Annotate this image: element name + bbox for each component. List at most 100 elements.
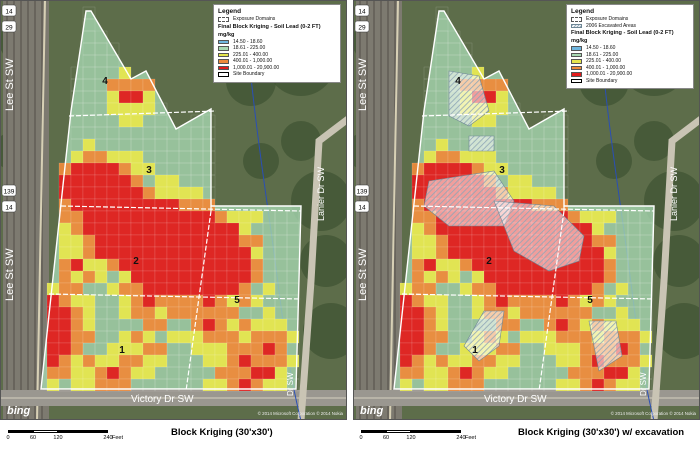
grid-cell [131, 103, 143, 115]
tree-canopy [303, 303, 346, 359]
grid-cell [568, 211, 580, 223]
grid-cell [520, 283, 532, 295]
road-label-dr: Dr SW [639, 372, 648, 396]
grid-cell [131, 187, 143, 199]
grid-line [274, 270, 288, 284]
grid-cell [424, 355, 436, 367]
grid-cell [119, 307, 131, 319]
grid-cell [400, 319, 412, 331]
legend-class-swatch [218, 46, 229, 51]
grid-cell [143, 331, 155, 343]
legend-class-label: 400.01 - 1,000.00 [233, 58, 273, 64]
grid-line [142, 138, 156, 152]
domain-label: 1 [472, 345, 478, 356]
grid-cell [203, 343, 215, 355]
grid-cell [580, 307, 592, 319]
grid-cell [532, 307, 544, 319]
grid-cell [131, 211, 143, 223]
grid-line [70, 90, 84, 104]
grid-cell [59, 331, 71, 343]
grid-cell [203, 295, 215, 307]
grid-cell [556, 379, 568, 391]
grid-cell [131, 199, 143, 211]
legend-units: mg/kg [218, 31, 235, 38]
grid-cell [556, 307, 568, 319]
grid-cell [71, 223, 83, 235]
excavated-swatch [571, 23, 582, 28]
grid-cell [119, 115, 131, 127]
grid-cell [580, 283, 592, 295]
scale-segment [361, 430, 386, 433]
grid-cell [520, 295, 532, 307]
grid-cell [95, 235, 107, 247]
grid-cell [191, 247, 203, 259]
grid-line [142, 378, 156, 392]
grid-line [286, 354, 300, 368]
grid-line [286, 246, 300, 260]
tree-canopy [634, 121, 674, 161]
grid-cell [508, 259, 520, 271]
grid-cell [251, 247, 263, 259]
scale-tick-label: 120 [406, 435, 416, 441]
grid-line [507, 114, 521, 128]
legend-class-label: 1,000.01 - 20,900.00 [233, 64, 280, 71]
grid-cell [155, 199, 167, 211]
grid-cell [412, 259, 424, 271]
grid-cell [71, 199, 83, 211]
legend-class-label: 225.01 - 400.00 [233, 51, 269, 58]
grid-line [435, 66, 449, 80]
grid-line [531, 378, 545, 392]
grid-cell [47, 283, 59, 295]
grid-cell [131, 79, 143, 91]
grid-cell [484, 259, 496, 271]
grid-cell [616, 283, 628, 295]
grid-cell [131, 367, 143, 379]
grid-cell [59, 199, 71, 211]
grid-line [471, 378, 485, 392]
grid-cell [227, 259, 239, 271]
grid-cell [143, 367, 155, 379]
grid-line [274, 282, 288, 296]
grid-cell [436, 271, 448, 283]
grid-cell [448, 355, 460, 367]
grid-cell [71, 175, 83, 187]
grid-line [615, 282, 629, 296]
grid-cell [568, 295, 580, 307]
grid-line [531, 126, 545, 140]
grid-cell [131, 247, 143, 259]
legend: Legend Exposure Domains 2006 Excavated A… [566, 4, 694, 89]
grid-cell [472, 247, 484, 259]
grid-cell [71, 331, 83, 343]
scale-segment [8, 430, 33, 433]
grid-cell [251, 235, 263, 247]
grid-cell [544, 331, 556, 343]
grid-line [435, 114, 449, 128]
grid-line [507, 354, 521, 368]
grid-cell [143, 259, 155, 271]
grid-cell [400, 343, 412, 355]
grid-cell [203, 331, 215, 343]
grid-line [262, 234, 276, 248]
grid-cell [412, 307, 424, 319]
map-panel-right: 1 2 3 4 5 Lee St SW Lee St SW Victory Dr SW Lani… [353, 0, 700, 449]
grid-cell [412, 295, 424, 307]
grid-cell [251, 271, 263, 283]
grid-line [627, 246, 641, 260]
grid-line [142, 366, 156, 380]
grid-line [615, 222, 629, 236]
grid-cell [556, 295, 568, 307]
excavated-area [448, 70, 490, 127]
grid-cell [227, 295, 239, 307]
grid-cell [191, 343, 203, 355]
map-copyright: © 2014 Microsoft Corporation © 2014 Noki… [258, 411, 344, 416]
grid-cell [508, 271, 520, 283]
grid-cell [580, 355, 592, 367]
grid-cell [95, 271, 107, 283]
grid-cell [484, 235, 496, 247]
grid-cell [107, 367, 119, 379]
grid-cell [496, 163, 508, 175]
grid-cell [83, 379, 95, 391]
grid-cell [484, 247, 496, 259]
legend: Legend Exposure Domains Final Block Krig… [213, 4, 341, 83]
grid-line [435, 18, 449, 32]
